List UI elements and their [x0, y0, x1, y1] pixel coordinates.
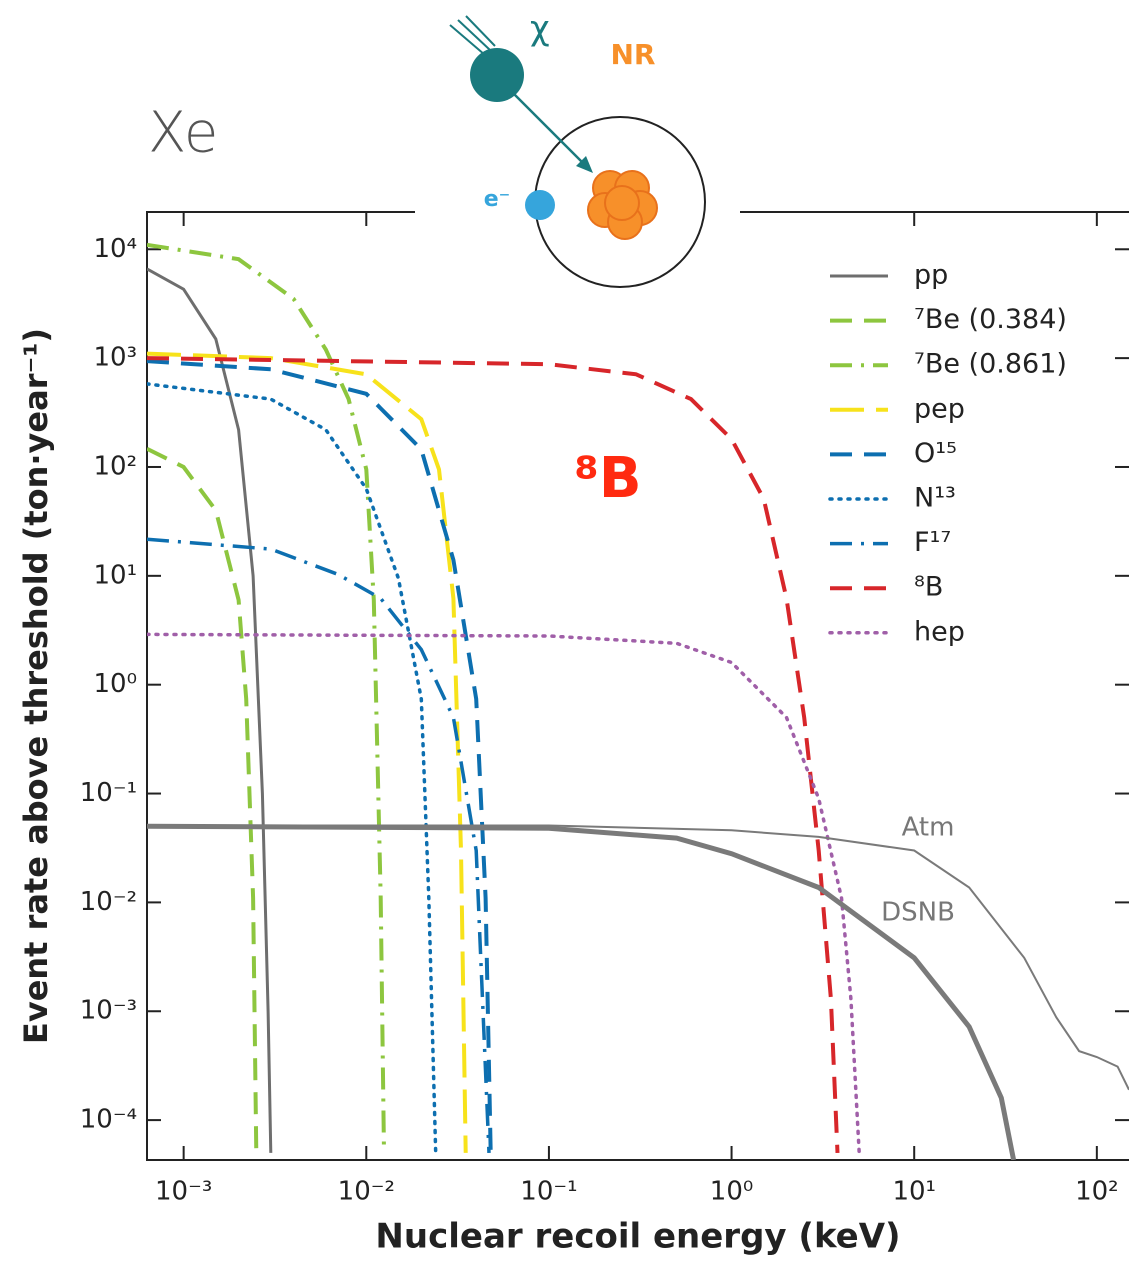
- legend-label: O¹⁵: [914, 438, 957, 469]
- y-tick-label: 10⁰: [93, 669, 137, 699]
- y-axis-title: Event rate above threshold (ton·year⁻¹): [17, 328, 55, 1044]
- series-line: [147, 823, 1017, 1160]
- series-line: [147, 824, 1129, 1091]
- legend-label: ⁸B: [914, 572, 943, 603]
- particle: [470, 48, 524, 102]
- y-tick-label: 10²: [93, 451, 137, 481]
- series-line: [147, 351, 468, 1153]
- big-label: ⁸B: [574, 446, 641, 511]
- y-tick-label: 10⁻³: [80, 996, 137, 1026]
- series-line: [147, 382, 438, 1155]
- y-tick-label: 10¹: [93, 560, 137, 590]
- series-line: [147, 632, 861, 1155]
- x-tick-label: 10²: [1075, 1177, 1119, 1207]
- plot-area: 10⁻⁴ 10⁻³ 10⁻² 10⁻¹ 10⁰ 10¹ 10² 10³ 10⁴ 10⁻³ 10⁻² 1…: [80, 211, 1129, 1207]
- incoming-line: [457, 19, 491, 51]
- series-line: [147, 359, 493, 1153]
- y-tick-label: 10⁻²: [80, 887, 137, 917]
- recoil-label: NR: [611, 38, 656, 71]
- series-line: [147, 267, 273, 1153]
- x-tick-label: 10⁰: [710, 1177, 754, 1207]
- series-group: [147, 242, 1129, 1160]
- particle-label: χ: [530, 9, 550, 49]
- legend-label: pep: [914, 393, 965, 424]
- legend-label: ⁷Be (0.861): [914, 349, 1067, 380]
- inline-label: DSNB: [881, 898, 955, 928]
- series-line: [147, 537, 491, 1153]
- incoming-line: [449, 24, 486, 56]
- nucleus: [587, 170, 658, 240]
- series-line: [147, 242, 386, 1153]
- incoming-line: [465, 15, 496, 47]
- x-tick-label: 10⁻¹: [520, 1177, 577, 1207]
- legend-label: hep: [914, 616, 965, 647]
- electron: [525, 190, 555, 220]
- x-tick-label: 10⁻²: [338, 1177, 395, 1207]
- legend-label: pp: [914, 260, 948, 291]
- y-tick-label: 10³: [93, 343, 137, 373]
- diagram: χ NR e⁻: [415, 0, 740, 300]
- arrow-head: [576, 156, 593, 173]
- y-tick-label: 10⁻¹: [80, 778, 137, 808]
- chart-title: Xe: [148, 100, 218, 165]
- inline-label: Atm: [902, 813, 955, 843]
- legend-label: N¹³: [914, 483, 956, 514]
- y-tick-label: 10⁴: [93, 234, 137, 264]
- diagram-background: [415, 0, 740, 300]
- series-line: [147, 356, 840, 1153]
- legend-label: ⁷Be (0.384): [914, 304, 1067, 335]
- x-axis-title: Nuclear recoil energy (keV): [375, 1217, 900, 1257]
- legend-label: F¹⁷: [914, 527, 951, 558]
- x-tick-label: 10⁻³: [155, 1177, 212, 1207]
- y-tick-label: 10⁻⁴: [80, 1105, 137, 1135]
- x-tick-label: 10¹: [892, 1177, 936, 1207]
- series-line: [147, 447, 259, 1153]
- electron-label: e⁻: [484, 187, 511, 212]
